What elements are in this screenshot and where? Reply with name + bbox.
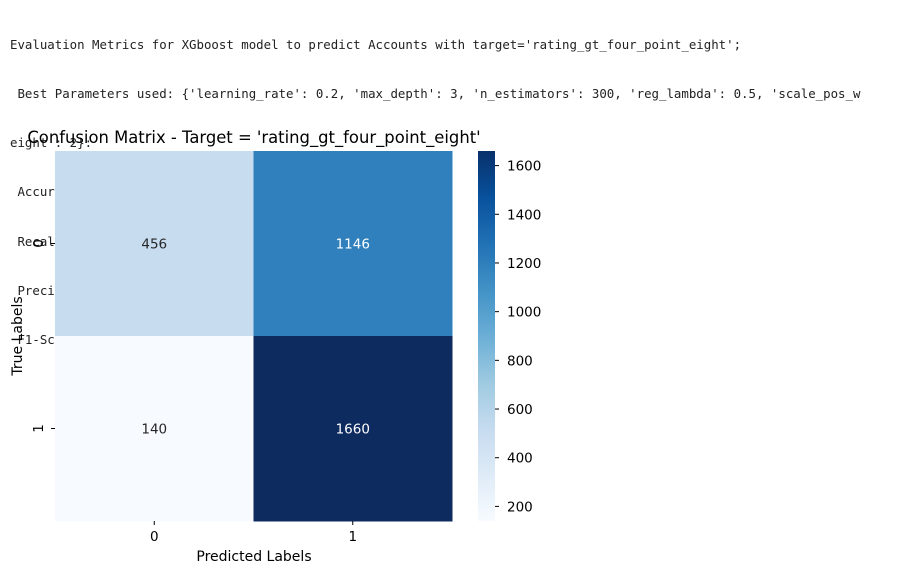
colorbar-tick-label-200: 200 (507, 499, 533, 515)
colorbar-ticks: 200 400 600 800 1000 1200 1400 1600 (495, 159, 541, 515)
console-line-params: Best Parameters used: {'learning_rate': … (10, 86, 861, 102)
colorbar-tick-label-800: 800 (507, 353, 533, 369)
heatmap-cell-0-1 (253, 151, 453, 337)
x-tick-label-1: 1 (348, 529, 357, 545)
chart-title: Confusion Matrix - Target = 'rating_gt_f… (27, 128, 480, 148)
console-line-params-cont: eight': 2}: (10, 135, 93, 151)
y-axis-label: True Labels (10, 296, 26, 376)
cell-value-0-1: 1146 (336, 237, 370, 253)
x-tick-label-0: 0 (150, 529, 159, 545)
y-tick-label-0: 0 (31, 239, 47, 248)
heatmap-cell-1-1 (253, 336, 453, 522)
x-axis-label: Predicted Labels (196, 549, 311, 565)
heatmap-cell-1-0 (55, 336, 254, 522)
heatmap-cells (55, 151, 453, 522)
heatmap-cell-0-0 (55, 151, 254, 337)
cell-annotations: 456 1146 140 1660 (141, 237, 370, 438)
colorbar-tick-label-600: 600 (507, 402, 533, 418)
cell-value-1-1: 1660 (336, 422, 370, 438)
cell-value-0-0: 456 (141, 237, 167, 253)
colorbar-tick-label-1000: 1000 (507, 305, 541, 321)
y-tick-label-1: 1 (31, 424, 47, 433)
colorbar (478, 151, 495, 521)
cell-value-1-0: 140 (141, 422, 167, 438)
console-line-header: Evaluation Metrics for XGboost model to … (10, 36, 742, 52)
colorbar-tick-label-1600: 1600 (507, 159, 541, 175)
colorbar-tick-label-1200: 1200 (507, 256, 541, 272)
colorbar-tick-label-1400: 1400 (507, 207, 541, 223)
colorbar-tick-label-400: 400 (507, 451, 533, 467)
console-output: Evaluation Metrics for XGboost model to … (10, 4, 860, 365)
y-axis-ticks: 01 (31, 239, 55, 433)
